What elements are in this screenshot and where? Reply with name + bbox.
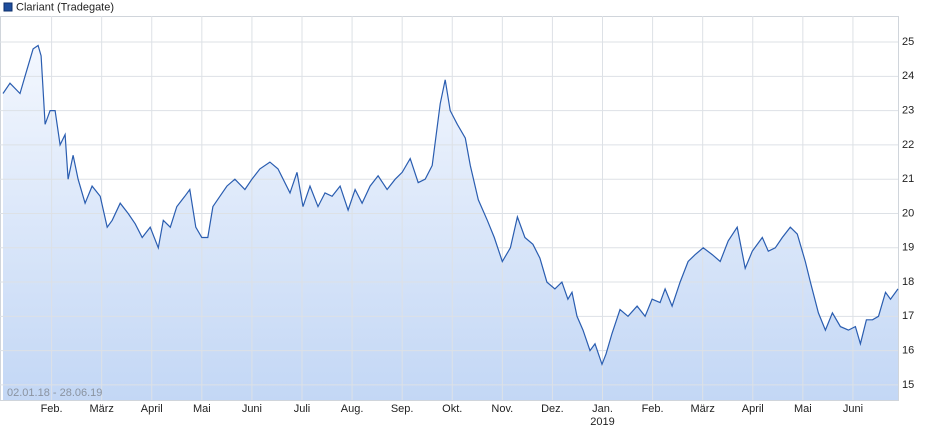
x-tick-label: Sep. xyxy=(391,403,414,415)
y-tick-label: 15 xyxy=(902,379,914,391)
x-tick-label: März xyxy=(690,403,714,415)
price-line xyxy=(2,44,899,367)
y-tick-label: 19 xyxy=(902,242,914,254)
y-tick-label: 24 xyxy=(902,70,914,82)
x-tick-label: Okt. xyxy=(442,403,462,415)
y-tick-label: 22 xyxy=(902,139,914,151)
x-tick-label: April xyxy=(742,403,764,415)
x-tick-label: März xyxy=(89,403,113,415)
y-tick-label: 21 xyxy=(902,173,914,185)
year-label: 2019 xyxy=(590,416,614,428)
x-tick-label: Feb. xyxy=(642,403,664,415)
y-tick-label: 20 xyxy=(902,207,914,219)
y-tick-label: 18 xyxy=(902,276,914,288)
legend-swatch xyxy=(3,2,13,12)
x-tick-label: Juli xyxy=(294,403,311,415)
x-tick-label: April xyxy=(141,403,163,415)
area-fill xyxy=(3,45,898,400)
x-tick-label: Juni xyxy=(843,403,863,415)
x-tick-label: Juni xyxy=(242,403,262,415)
x-tick-label: Mai xyxy=(193,403,211,415)
y-tick-label: 16 xyxy=(902,345,914,357)
y-tick-label: 23 xyxy=(902,105,914,117)
x-tick-label: Aug. xyxy=(341,403,364,415)
legend-label: Clariant (Tradegate) xyxy=(16,1,114,13)
range-label: 02.01.18 - 28.06.19 xyxy=(7,387,102,399)
x-tick-label: Jan. xyxy=(592,403,613,415)
x-tick-label: Dez. xyxy=(541,403,564,415)
y-tick-label: 17 xyxy=(902,310,914,322)
x-tick-label: Nov. xyxy=(491,403,513,415)
x-tick-label: Mai xyxy=(794,403,812,415)
y-tick-label: 25 xyxy=(902,36,914,48)
x-tick-label: Feb. xyxy=(41,403,63,415)
